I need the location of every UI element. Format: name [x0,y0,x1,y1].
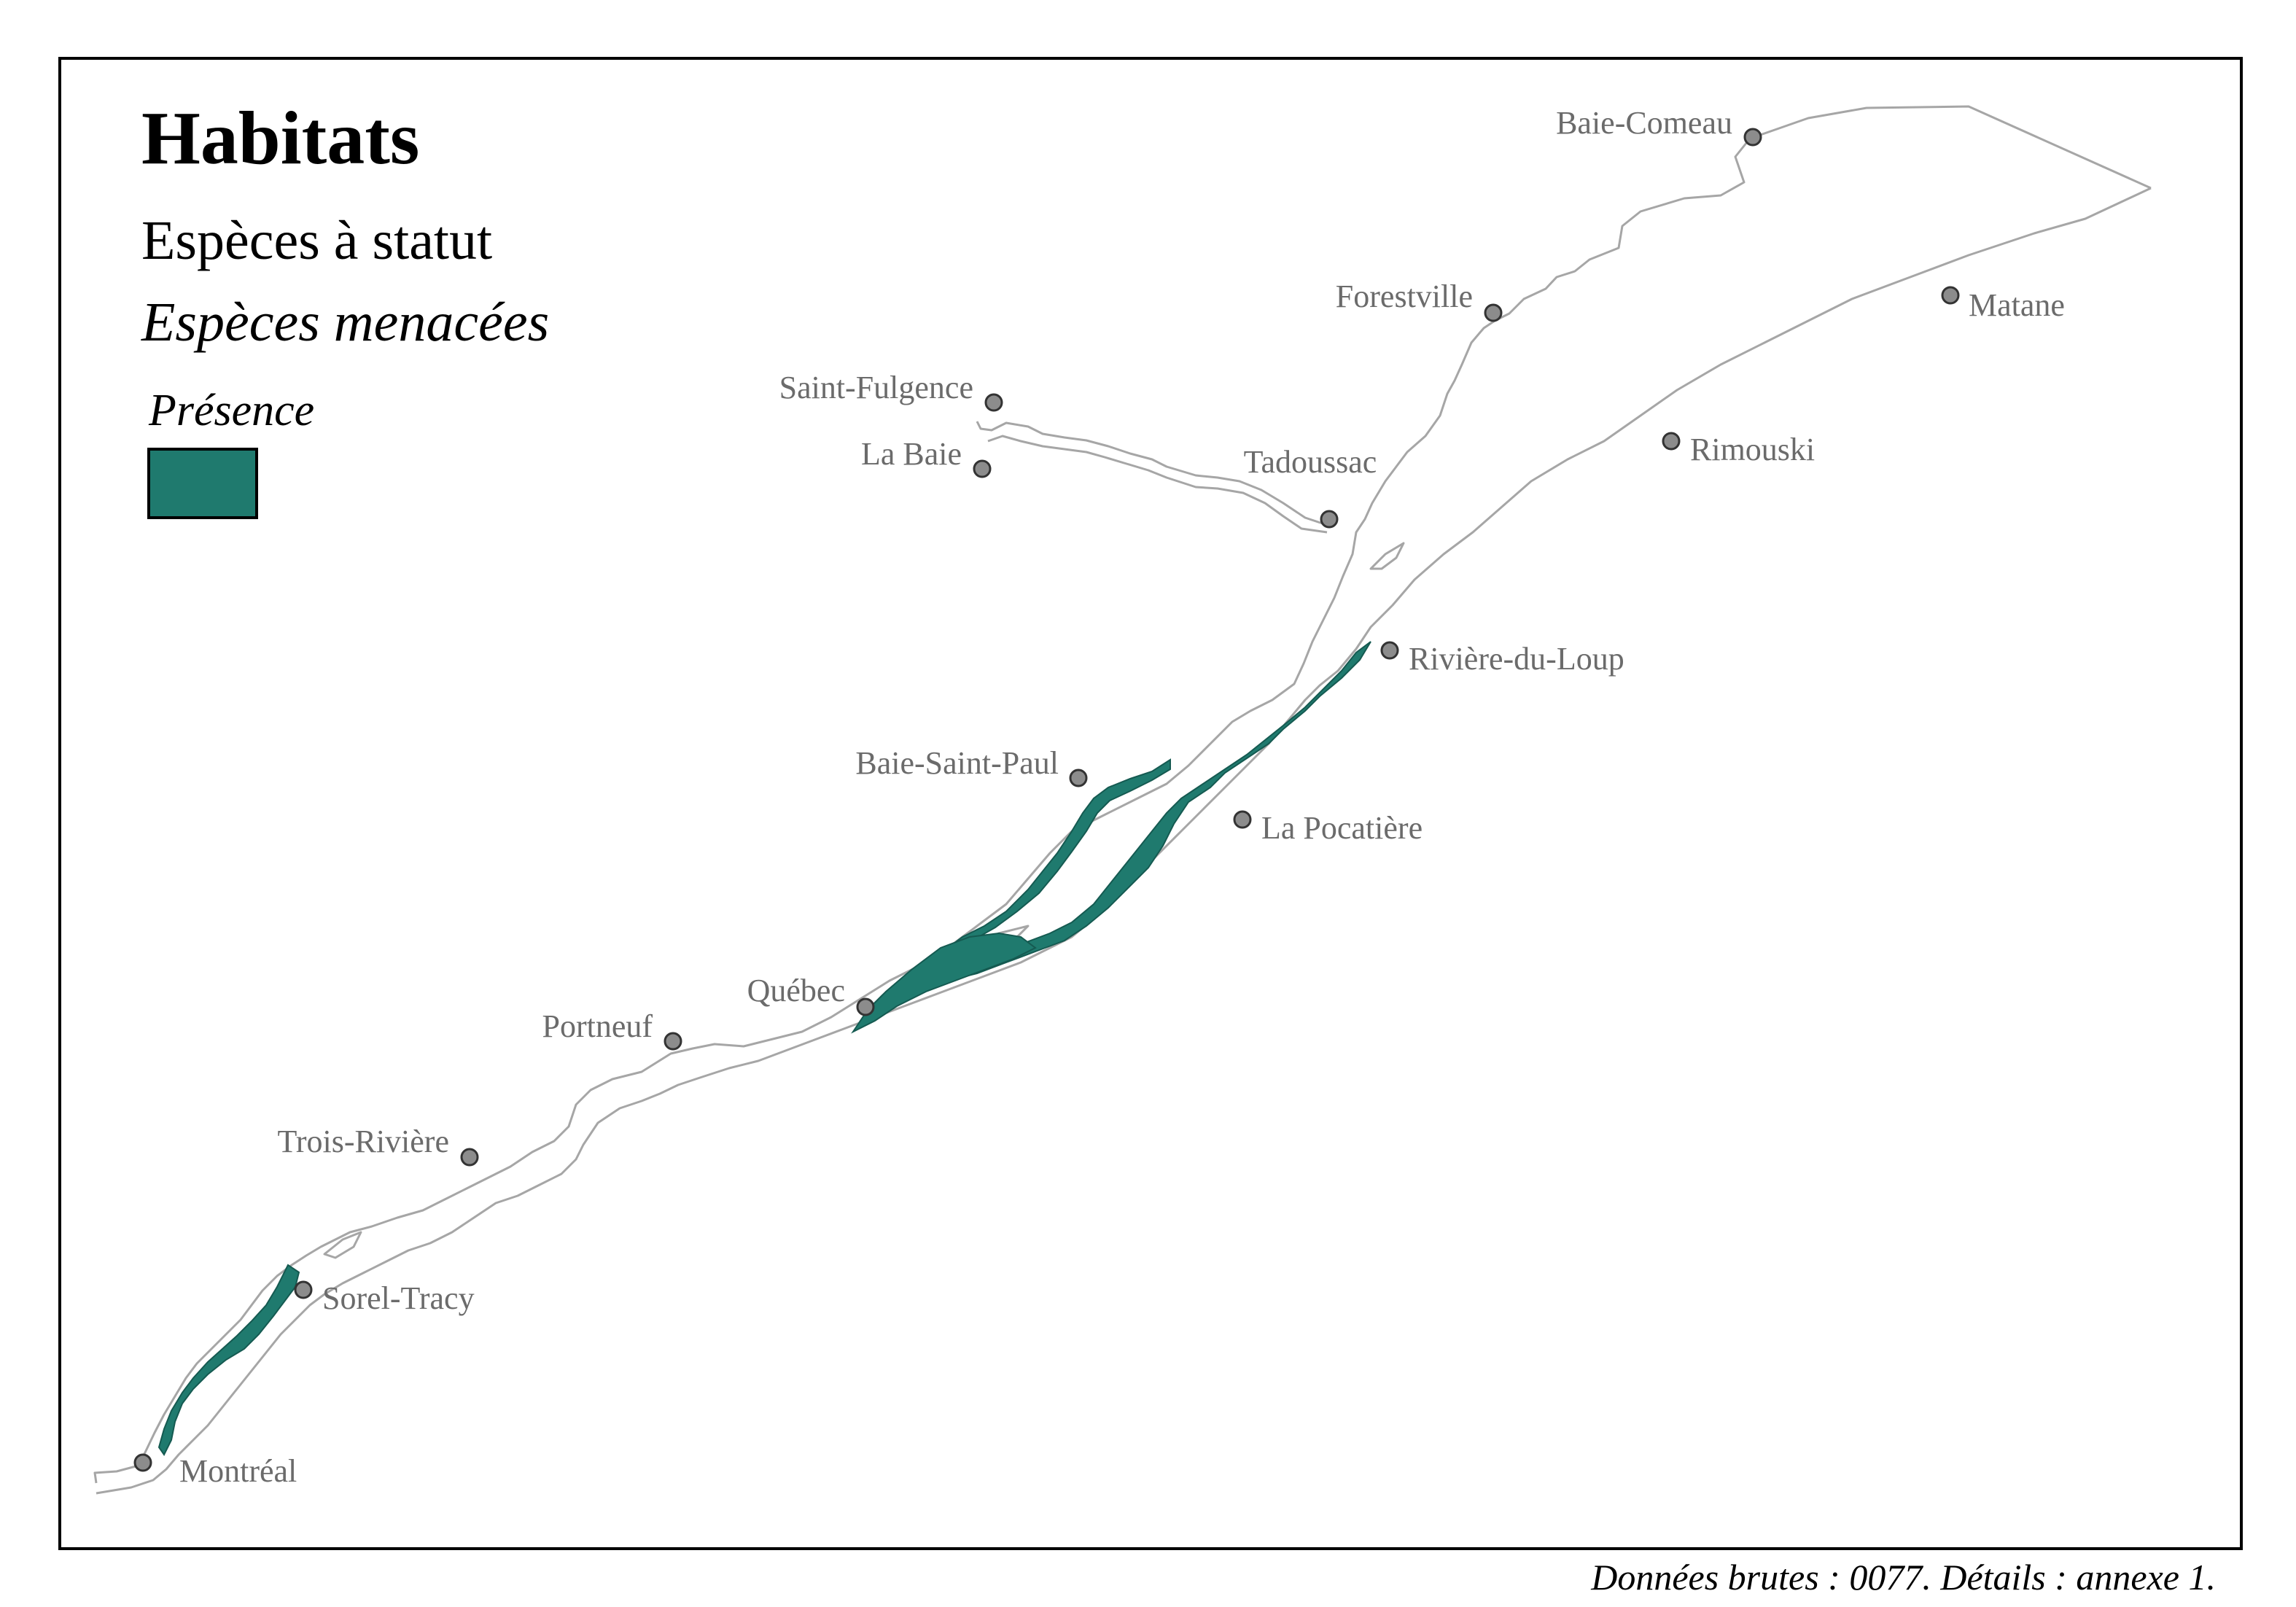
presence-area-quebec [851,932,1037,1034]
city-label: Rimouski [1690,432,1815,467]
city-marker[interactable] [973,459,992,478]
source-note: Données brutes : 0077. Détails : annexe … [1591,1557,2216,1598]
legend-subtitle: Espèces à statut [141,210,493,271]
city-trois-riviere[interactable]: Trois-Rivière [278,1124,479,1167]
city-portneuf[interactable]: Portneuf [542,1008,682,1051]
city-label: Forestville [1336,279,1473,314]
city-marker[interactable] [1484,303,1503,322]
city-marker[interactable] [663,1032,682,1051]
city-label: Portneuf [542,1008,653,1044]
city-label: Trois-Rivière [278,1124,450,1159]
city-label: Montréal [179,1453,297,1489]
legend-key-title: Présence [149,386,315,435]
city-label: Rivière-du-Loup [1409,641,1624,677]
city-baie-saint-paul[interactable]: Baie-Saint-Paul [855,745,1088,787]
city-marker[interactable] [1662,432,1681,451]
city-montreal[interactable]: Montréal [133,1453,297,1489]
city-marker[interactable] [1233,810,1252,829]
legend-presence-swatch [147,448,258,519]
city-sorel-tracy[interactable]: Sorel-Tracy [294,1280,475,1316]
city-marker[interactable] [1941,286,1960,305]
city-marker[interactable] [294,1280,313,1299]
city-marker[interactable] [1380,641,1399,660]
city-quebec[interactable]: Québec [747,973,875,1016]
saguenay-fjord-line-south [987,435,1328,534]
city-saint-fulgence[interactable]: Saint-Fulgence [779,370,1003,412]
city-marker[interactable] [460,1148,479,1167]
city-label: Baie-Comeau [1556,105,1732,141]
city-la-baie[interactable]: La Baie [861,436,992,478]
city-label: La Pocatière [1261,810,1423,846]
legend-category: Espèces menacées [141,292,550,353]
city-marker[interactable] [1743,128,1762,147]
north-shore-line [93,105,2152,1484]
map-frame [58,57,2243,1550]
city-marker[interactable] [133,1453,152,1472]
city-label: La Baie [861,436,962,472]
city-label: Québec [747,973,845,1008]
city-marker[interactable] [1320,510,1339,529]
city-label: Sorel-Tracy [322,1280,475,1316]
cities: Baie-Comeau Forestville Matane Saint-Ful… [133,105,2065,1489]
city-rimouski[interactable]: Rimouski [1662,432,1815,467]
saguenay-fjord-line [976,421,1328,526]
city-matane[interactable]: Matane [1941,286,2065,323]
city-forestville[interactable]: Forestville [1336,279,1503,322]
presence-areas [157,641,1371,1456]
city-label: Tadoussac [1244,444,1377,480]
city-riviere-du-loup[interactable]: Rivière-du-Loup [1380,641,1624,677]
city-baie-comeau[interactable]: Baie-Comeau [1556,105,1762,147]
city-label: Matane [1969,287,2065,323]
city-marker[interactable] [856,997,875,1016]
legend-title: Habitats [141,96,420,180]
city-marker[interactable] [984,393,1003,412]
city-label: Saint-Fulgence [779,370,973,405]
city-marker[interactable] [1069,769,1088,787]
lac-saint-pierre-islands [323,1231,362,1259]
city-label: Baie-Saint-Paul [855,745,1059,781]
city-tadoussac[interactable]: Tadoussac [1244,444,1377,529]
estuary-island [1369,542,1405,570]
presence-area-montreal-sorel [157,1264,300,1456]
city-la-pocatiere[interactable]: La Pocatière [1233,810,1423,846]
